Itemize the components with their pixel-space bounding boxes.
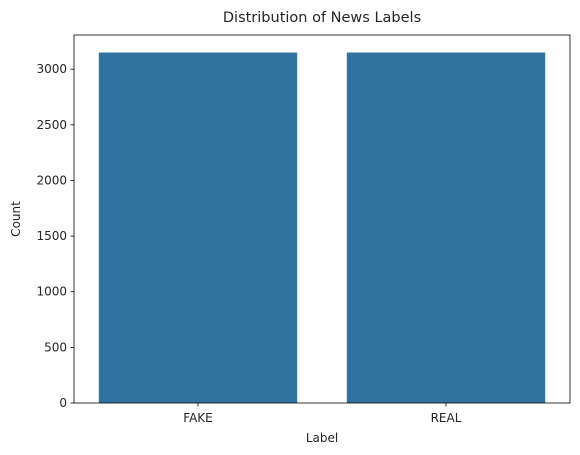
- bar-fake: [98, 52, 298, 404]
- y-tick-label: 500: [44, 340, 67, 354]
- y-tick-label: 0: [59, 396, 67, 410]
- x-tick-label: FAKE: [183, 411, 212, 425]
- y-tick-label: 2000: [36, 173, 67, 187]
- plot-frame: [73, 34, 571, 404]
- y-tick-label: 3000: [36, 62, 67, 76]
- chart-title: Distribution of News Labels: [223, 10, 421, 26]
- y-axis-ticks: 0 500 1000 1500 2000 2500 3000: [36, 62, 74, 410]
- bars-group: [98, 52, 546, 404]
- y-tick-label: 1500: [36, 229, 67, 243]
- x-tick-label: REAL: [431, 411, 462, 425]
- bar-real: [346, 52, 546, 404]
- x-axis-label: Label: [306, 431, 338, 445]
- y-tick-label: 2500: [36, 118, 67, 132]
- y-axis-label: Count: [9, 201, 23, 237]
- x-axis-ticks: FAKE REAL: [183, 403, 462, 425]
- y-tick-label: 1000: [36, 285, 67, 299]
